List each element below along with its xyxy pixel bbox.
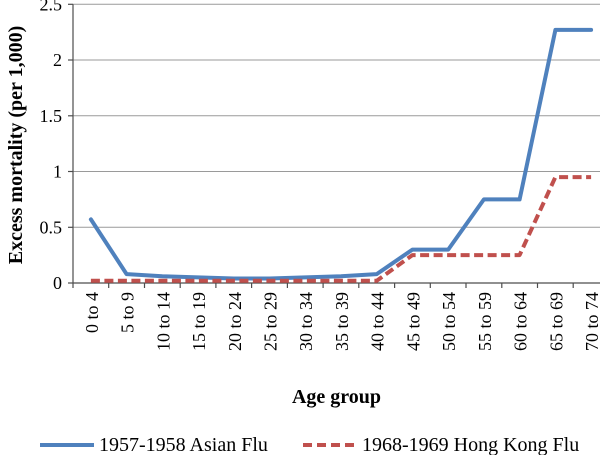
x-tick-label: 55 to 59 <box>475 292 495 351</box>
series-line-1957-1958-asian-flu <box>88 27 594 281</box>
x-tick-label: 60 to 64 <box>511 292 531 351</box>
x-tick-label: 45 to 49 <box>403 292 423 351</box>
legend-label-asian-flu: 1957-1958 Asian Flu <box>99 434 268 455</box>
x-axis-title: Age group <box>291 386 382 408</box>
x-tick-label: 40 to 44 <box>368 292 388 351</box>
x-tick-label: 0 to 4 <box>82 292 102 333</box>
x-tick-label: 65 to 69 <box>546 292 566 351</box>
x-tick-label: 25 to 29 <box>261 292 281 351</box>
x-tick-label: 70 to 74 <box>582 292 600 351</box>
y-axis-title: Excess mortality (per 1,000) <box>5 25 27 265</box>
x-tick-label: 15 to 19 <box>189 292 209 351</box>
x-tick-label: 50 to 54 <box>439 292 459 351</box>
legend-label-hong-kong-flu: 1968-1969 Hong Kong Flu <box>362 434 580 455</box>
legend-line-dashed-swatch <box>303 443 357 447</box>
y-tick-label: 0 <box>53 273 62 293</box>
y-tick-label: 2.5 <box>40 0 63 14</box>
legend-item-hong-kong-flu: 1968-1969 Hong Kong Flu <box>303 433 579 455</box>
series-line-1968-1969-hong-kong-flu <box>90 175 592 283</box>
x-tick-label: 5 to 9 <box>118 292 138 333</box>
x-tick-label: 20 to 24 <box>225 292 245 351</box>
y-tick-label: 1.5 <box>40 106 63 126</box>
x-tick-label: 35 to 39 <box>332 292 352 351</box>
y-tick-label: 1 <box>53 162 62 182</box>
x-tick-label: 10 to 14 <box>153 292 173 351</box>
y-tick-label: 0.5 <box>40 217 63 237</box>
x-tick-label: 30 to 34 <box>296 292 316 351</box>
y-tick-label: 2 <box>53 50 62 70</box>
legend-line-solid-swatch <box>40 443 94 447</box>
legend-item-asian-flu: 1957-1958 Asian Flu <box>40 433 268 455</box>
